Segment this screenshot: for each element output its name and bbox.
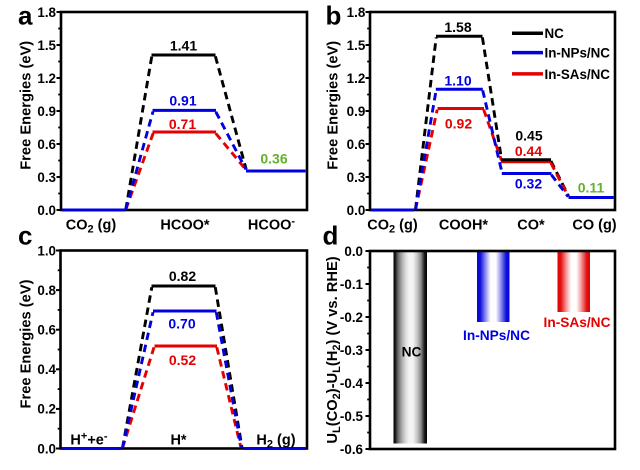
svg-text:1.5: 1.5 — [347, 38, 366, 53]
svg-text:NC: NC — [545, 26, 565, 41]
svg-text:0.0: 0.0 — [37, 203, 56, 218]
svg-text:1.10: 1.10 — [444, 73, 471, 89]
svg-text:b: b — [326, 1, 342, 31]
svg-text:In-SAs/NC: In-SAs/NC — [545, 67, 611, 82]
svg-text:c: c — [18, 221, 32, 251]
svg-text:0.44: 0.44 — [515, 143, 542, 159]
svg-text:In-NPs/NC: In-NPs/NC — [463, 328, 530, 343]
svg-text:0.0: 0.0 — [344, 244, 363, 259]
svg-text:0.70: 0.70 — [168, 316, 195, 332]
svg-text:-0.5: -0.5 — [340, 409, 364, 424]
svg-text:-0.4: -0.4 — [340, 376, 364, 391]
svg-text:0.2: 0.2 — [37, 402, 56, 417]
svg-text:0.36: 0.36 — [260, 150, 287, 166]
svg-text:-0.3: -0.3 — [340, 343, 363, 358]
svg-text:0.3: 0.3 — [347, 170, 366, 185]
svg-text:0.9: 0.9 — [37, 104, 56, 119]
svg-text:0.4: 0.4 — [37, 362, 56, 377]
svg-text:Free Energies (eV): Free Energies (eV) — [19, 41, 35, 170]
svg-text:CO2 (g): CO2 (g) — [367, 217, 418, 235]
svg-text:CO (g): CO (g) — [572, 217, 616, 233]
svg-text:Free Energies (eV): Free Energies (eV) — [326, 41, 342, 170]
svg-text:0.82: 0.82 — [169, 268, 196, 284]
svg-text:0.45: 0.45 — [515, 128, 542, 144]
svg-text:1.8: 1.8 — [37, 5, 56, 20]
svg-text:0.71: 0.71 — [169, 116, 196, 132]
svg-text:CO*: CO* — [517, 217, 545, 233]
svg-text:-0.1: -0.1 — [340, 277, 364, 292]
svg-text:1.5: 1.5 — [37, 38, 56, 53]
svg-text:a: a — [18, 1, 33, 31]
svg-text:1.2: 1.2 — [37, 71, 56, 86]
svg-text:d: d — [323, 221, 339, 251]
svg-text:In-NPs/NC: In-NPs/NC — [545, 46, 611, 61]
svg-text:H++e-: H++e- — [70, 430, 107, 448]
svg-text:0.6: 0.6 — [347, 137, 366, 152]
svg-text:-0.6: -0.6 — [340, 442, 363, 457]
svg-text:0.0: 0.0 — [37, 441, 56, 456]
svg-text:COOH*: COOH* — [439, 217, 489, 233]
svg-text:1.41: 1.41 — [170, 38, 197, 54]
svg-text:NC: NC — [402, 345, 422, 360]
svg-text:0.91: 0.91 — [169, 92, 196, 108]
svg-text:0.6: 0.6 — [37, 323, 56, 338]
svg-text:H*: H* — [170, 432, 186, 448]
svg-text:In-SAs/NC: In-SAs/NC — [544, 315, 611, 330]
svg-text:CO2 (g): CO2 (g) — [66, 217, 117, 235]
svg-text:HCOO*: HCOO* — [160, 217, 210, 233]
svg-text:0.52: 0.52 — [169, 352, 196, 368]
svg-text:0.3: 0.3 — [37, 170, 56, 185]
svg-text:Free Energies (eV): Free Energies (eV) — [19, 279, 35, 408]
svg-text:0.11: 0.11 — [578, 179, 605, 195]
svg-text:0.0: 0.0 — [347, 203, 366, 218]
svg-text:0.32: 0.32 — [515, 175, 542, 191]
svg-text:1.58: 1.58 — [444, 19, 471, 35]
svg-text:1.8: 1.8 — [347, 5, 366, 20]
svg-text:1.0: 1.0 — [37, 243, 56, 258]
svg-text:0.8: 0.8 — [37, 283, 56, 298]
svg-text:-0.2: -0.2 — [340, 310, 363, 325]
svg-text:HCOO-: HCOO- — [248, 215, 296, 233]
svg-text:0.92: 0.92 — [445, 116, 472, 132]
svg-text:1.2: 1.2 — [347, 71, 366, 86]
svg-text:0.6: 0.6 — [37, 137, 56, 152]
svg-text:UL(CO2)-UL(H2) (V vs. RHE): UL(CO2)-UL(H2) (V vs. RHE) — [325, 256, 343, 443]
svg-text:0.9: 0.9 — [347, 104, 366, 119]
svg-text:H2 (g): H2 (g) — [256, 432, 295, 450]
